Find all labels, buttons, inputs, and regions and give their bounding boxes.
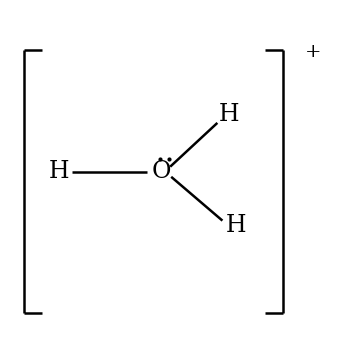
Text: H: H — [219, 103, 239, 126]
Text: H: H — [49, 160, 69, 183]
Text: H: H — [226, 214, 246, 237]
Text: +: + — [305, 43, 321, 61]
Text: O: O — [152, 160, 172, 183]
